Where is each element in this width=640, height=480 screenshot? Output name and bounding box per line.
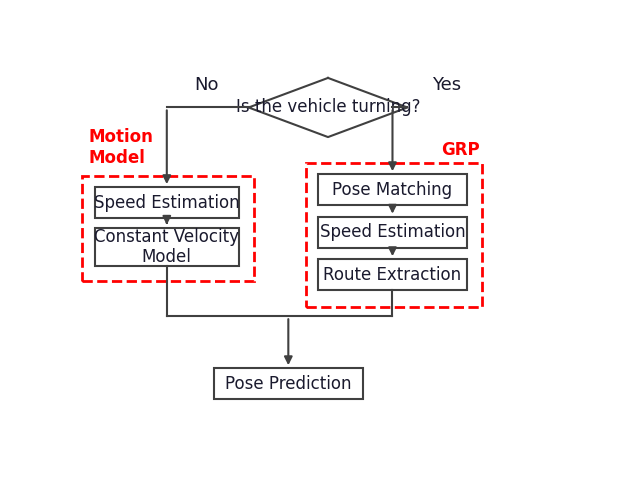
Text: No: No (194, 76, 219, 94)
FancyBboxPatch shape (318, 259, 467, 290)
Text: GRP: GRP (441, 141, 479, 159)
Text: Speed Estimation: Speed Estimation (94, 193, 239, 212)
FancyBboxPatch shape (214, 368, 363, 399)
FancyBboxPatch shape (318, 174, 467, 205)
Text: Route Extraction: Route Extraction (323, 266, 461, 284)
Text: Speed Estimation: Speed Estimation (319, 223, 465, 241)
FancyBboxPatch shape (95, 187, 239, 218)
Text: Motion
Model: Motion Model (89, 128, 154, 167)
Text: Yes: Yes (433, 76, 461, 94)
FancyBboxPatch shape (318, 216, 467, 248)
Text: Pose Prediction: Pose Prediction (225, 375, 351, 393)
Text: Constant Velocity
Model: Constant Velocity Model (94, 228, 239, 266)
FancyBboxPatch shape (95, 228, 239, 266)
Text: Pose Matching: Pose Matching (332, 181, 452, 199)
Text: Is the vehicle turning?: Is the vehicle turning? (236, 98, 420, 117)
